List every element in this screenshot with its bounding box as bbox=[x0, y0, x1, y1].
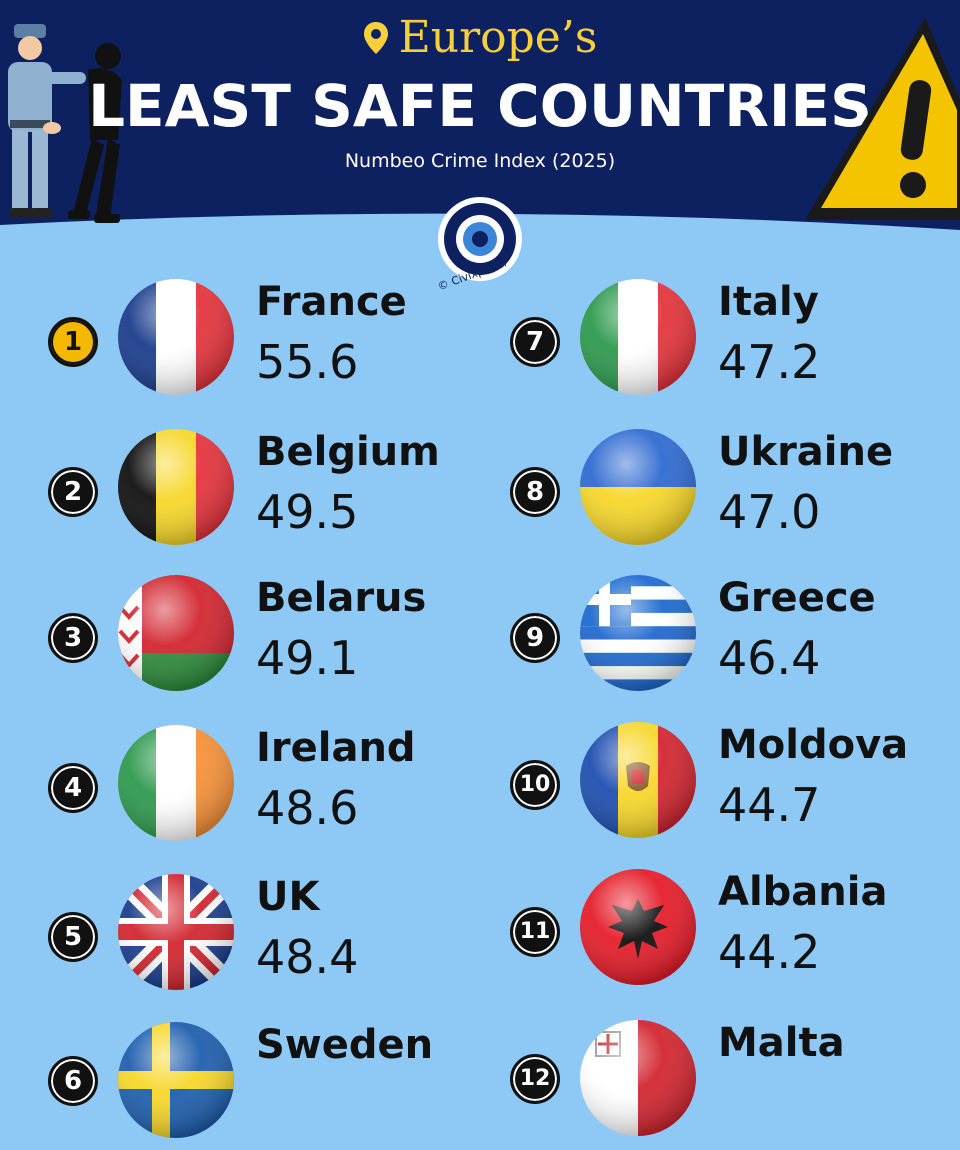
rank-badge: 4 bbox=[48, 763, 98, 813]
crime-index-value: 44.2 bbox=[718, 925, 821, 979]
malta-flag-icon bbox=[580, 1020, 696, 1136]
subtitle: Europe’s bbox=[0, 12, 960, 66]
evil-eye-logo-icon bbox=[438, 197, 522, 281]
rank-badge: 8 bbox=[510, 467, 560, 517]
warning-sign-icon bbox=[805, 18, 960, 220]
crime-index-value: 48.6 bbox=[256, 781, 359, 835]
crime-index-value: 46.4 bbox=[718, 631, 821, 685]
country-name: France bbox=[256, 279, 407, 325]
italy-flag-icon bbox=[580, 279, 696, 395]
crime-index-value: 48.4 bbox=[256, 930, 359, 984]
rank-badge: 12 bbox=[510, 1054, 560, 1104]
rank-badge: 3 bbox=[48, 613, 98, 663]
crime-index-value: 44.7 bbox=[718, 778, 821, 832]
country-name: Belgium bbox=[256, 429, 440, 475]
rank-badge: 7 bbox=[510, 317, 560, 367]
rank-badge: 11 bbox=[510, 907, 560, 957]
crime-index-value: 49.1 bbox=[256, 631, 359, 685]
subtitle-text: Europe’s bbox=[398, 12, 598, 63]
moldova-flag-icon bbox=[580, 722, 696, 838]
rank-badge: 2 bbox=[48, 467, 98, 517]
crime-index-value: 47.2 bbox=[718, 335, 821, 389]
rank-badge: 9 bbox=[510, 613, 560, 663]
police-arrest-illustration bbox=[8, 24, 122, 223]
uk-flag-icon bbox=[118, 874, 234, 990]
sweden-flag-icon bbox=[118, 1022, 234, 1138]
crime-index-value: 49.5 bbox=[256, 485, 359, 539]
page-title: LEAST SAFE COUNTRIES bbox=[88, 72, 872, 140]
country-name: Moldova bbox=[718, 722, 909, 768]
rank-badge: 5 bbox=[48, 912, 98, 962]
greece-flag-icon bbox=[580, 575, 696, 691]
france-flag-icon bbox=[118, 279, 234, 395]
ukraine-flag-icon bbox=[580, 429, 696, 545]
crime-index-value: 47.0 bbox=[718, 485, 821, 539]
belarus-flag-icon bbox=[118, 575, 234, 691]
country-name: Sweden bbox=[256, 1022, 434, 1068]
country-name: Ukraine bbox=[718, 429, 894, 475]
ireland-flag-icon bbox=[118, 725, 234, 841]
country-name: Greece bbox=[718, 575, 876, 621]
rank-badge: 10 bbox=[510, 760, 560, 810]
albania-flag-icon bbox=[580, 869, 696, 985]
source-caption: Numbeo Crime Index (2025) bbox=[344, 150, 616, 172]
header-background bbox=[0, 0, 960, 230]
belgium-flag-icon bbox=[118, 429, 234, 545]
country-name: Italy bbox=[718, 279, 819, 325]
rank-badge: 6 bbox=[48, 1056, 98, 1106]
country-name: Albania bbox=[718, 869, 888, 915]
header-banner: Europe’s LEAST SAFE COUNTRIES Numbeo Cri… bbox=[0, 0, 960, 240]
country-name: Malta bbox=[718, 1020, 845, 1066]
country-name: Belarus bbox=[256, 575, 427, 621]
crime-index-value: 55.6 bbox=[256, 335, 359, 389]
country-name: UK bbox=[256, 874, 320, 920]
country-name: Ireland bbox=[256, 725, 416, 771]
rank-badge: 1 bbox=[48, 317, 98, 367]
location-pin-icon bbox=[363, 15, 389, 66]
